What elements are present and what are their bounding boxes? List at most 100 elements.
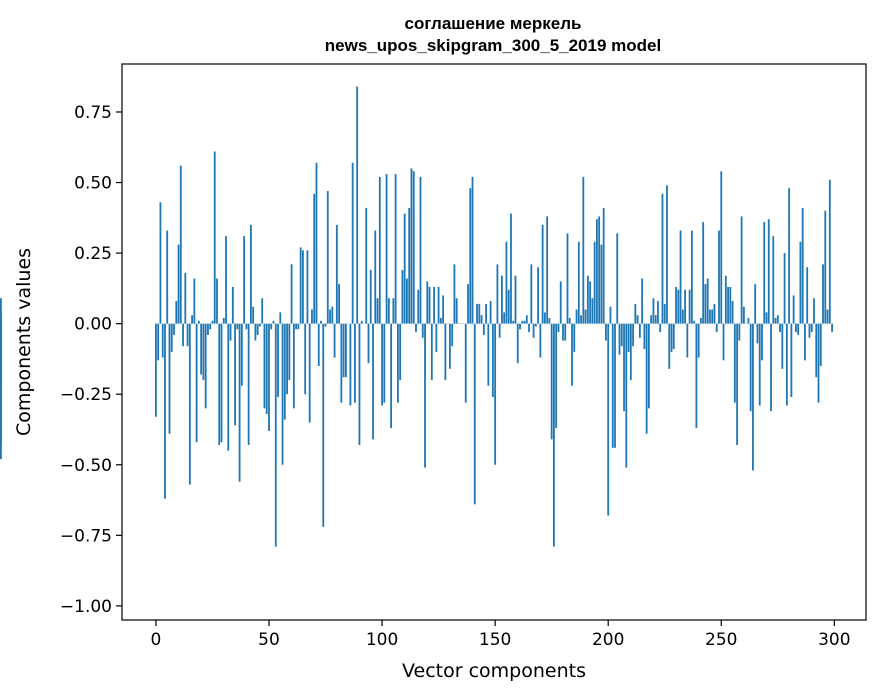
bar bbox=[277, 323, 279, 398]
bar bbox=[553, 323, 555, 547]
bar bbox=[571, 323, 573, 386]
bar bbox=[765, 312, 768, 324]
y-tick-label: 0.75 bbox=[74, 103, 112, 123]
bar bbox=[437, 286, 440, 324]
bar bbox=[776, 315, 779, 324]
bar bbox=[815, 323, 818, 378]
y-tick-label: 0.50 bbox=[74, 174, 112, 194]
bar bbox=[157, 323, 160, 361]
bar bbox=[464, 323, 467, 403]
bar bbox=[767, 219, 770, 324]
bar bbox=[403, 213, 406, 324]
bar bbox=[790, 323, 793, 398]
bar bbox=[763, 222, 766, 324]
bar bbox=[229, 323, 232, 341]
bar bbox=[718, 230, 720, 324]
bar bbox=[507, 289, 510, 324]
y-axis-ticks: −1.00 −0.75 −0.50 −0.25 0.00 0.25 0.50 0.75 bbox=[60, 103, 122, 617]
bar bbox=[442, 295, 445, 324]
bar bbox=[399, 323, 402, 381]
bar bbox=[331, 306, 334, 324]
bar bbox=[168, 323, 171, 434]
bar bbox=[559, 281, 562, 324]
bar bbox=[584, 309, 587, 324]
bar bbox=[654, 315, 657, 324]
bar bbox=[616, 233, 619, 324]
bar bbox=[733, 323, 736, 403]
bar bbox=[785, 323, 788, 406]
bar bbox=[412, 171, 415, 324]
bar bbox=[620, 323, 623, 347]
bar bbox=[747, 318, 750, 324]
bar bbox=[722, 323, 725, 361]
bar bbox=[688, 289, 691, 324]
bar bbox=[661, 193, 664, 324]
bar bbox=[546, 216, 549, 324]
bar bbox=[406, 278, 408, 324]
bar bbox=[281, 323, 284, 465]
bar bbox=[831, 323, 833, 333]
bar bbox=[342, 323, 345, 378]
x-axis-label: Vector components bbox=[402, 660, 586, 682]
bar bbox=[740, 216, 743, 324]
bar bbox=[365, 207, 368, 324]
bar bbox=[659, 323, 662, 333]
bar bbox=[161, 323, 164, 358]
bar bbox=[435, 323, 438, 352]
bar bbox=[455, 298, 458, 324]
bar bbox=[476, 303, 478, 324]
bar bbox=[783, 253, 786, 324]
bar bbox=[562, 323, 564, 341]
bar bbox=[575, 309, 578, 324]
bar bbox=[602, 207, 605, 324]
bar bbox=[573, 323, 576, 352]
bar bbox=[566, 233, 569, 324]
bar bbox=[0, 298, 2, 324]
bar bbox=[191, 315, 194, 324]
bar bbox=[670, 323, 673, 352]
bar bbox=[505, 241, 508, 324]
bar bbox=[252, 306, 255, 324]
bar bbox=[690, 230, 693, 324]
bar bbox=[469, 188, 472, 324]
bar bbox=[808, 323, 811, 338]
bar bbox=[394, 174, 397, 324]
bar bbox=[451, 323, 454, 347]
bar bbox=[227, 323, 230, 451]
bar bbox=[487, 323, 490, 386]
bar bbox=[652, 298, 655, 324]
bar bbox=[582, 176, 585, 324]
bar bbox=[496, 264, 499, 324]
bar bbox=[279, 312, 282, 324]
bar bbox=[537, 267, 539, 324]
bar bbox=[220, 323, 223, 443]
bar bbox=[234, 323, 236, 426]
bar bbox=[788, 188, 791, 324]
bar bbox=[641, 278, 644, 324]
bar bbox=[810, 323, 813, 333]
bar bbox=[213, 151, 216, 324]
bar bbox=[605, 323, 607, 341]
bar bbox=[173, 323, 175, 335]
bar bbox=[706, 278, 709, 324]
bar bbox=[392, 298, 395, 324]
bar bbox=[794, 323, 797, 333]
bar bbox=[672, 323, 675, 350]
bar bbox=[826, 309, 829, 324]
bar bbox=[193, 278, 196, 324]
bar bbox=[302, 250, 304, 324]
bar bbox=[632, 323, 634, 347]
bar bbox=[274, 323, 277, 547]
bar bbox=[218, 323, 221, 446]
y-tick-label: 0.25 bbox=[74, 244, 112, 264]
bar bbox=[304, 323, 307, 395]
bar bbox=[396, 323, 399, 403]
bar bbox=[179, 165, 182, 324]
bar bbox=[308, 323, 311, 423]
bar bbox=[623, 323, 625, 412]
bar bbox=[417, 289, 420, 324]
bar bbox=[648, 323, 650, 409]
bar bbox=[666, 185, 668, 324]
bar bbox=[295, 323, 298, 330]
